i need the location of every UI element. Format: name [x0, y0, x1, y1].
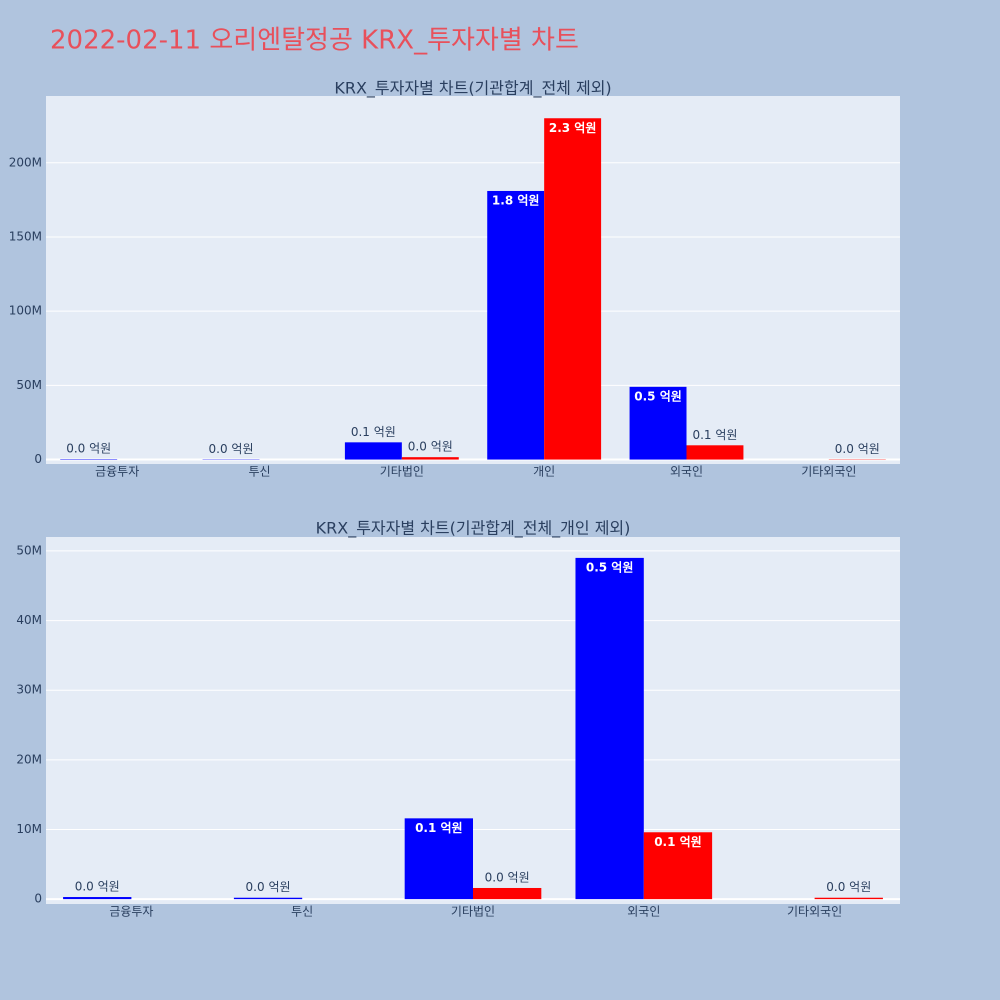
data-label: 1.8 억원	[492, 193, 540, 207]
x-tick-label: 개인	[533, 465, 555, 479]
bar	[344, 442, 402, 460]
y-tick-label: 100M	[9, 304, 42, 318]
bar	[575, 557, 644, 900]
x-tick-label: 금융투자	[109, 905, 153, 919]
plot-area	[46, 96, 900, 464]
x-tick-label: 투신	[248, 465, 270, 479]
data-label: 0.0 억원	[75, 880, 120, 894]
x-tick-label: 기타법인	[451, 905, 495, 919]
data-label: 0.5 억원	[586, 560, 634, 574]
bar	[401, 457, 459, 460]
data-label: 0.0 억원	[826, 880, 871, 894]
data-label: 0.1 억원	[692, 428, 737, 442]
y-tick-label: 40M	[16, 613, 42, 627]
x-tick-label: 금융투자	[95, 465, 139, 479]
data-label: 0.1 억원	[415, 821, 463, 835]
bar	[63, 897, 132, 900]
bar	[473, 887, 542, 900]
x-tick-label: 투신	[291, 905, 313, 919]
chart-title: KRX_투자자별 차트(기관합계_전체 제외)	[334, 79, 611, 99]
x-tick-label: 외국인	[627, 905, 660, 919]
y-tick-label: 30M	[16, 683, 42, 697]
bar	[404, 818, 473, 900]
x-tick-label: 기타외국인	[801, 465, 856, 479]
x-tick-label: 기타외국인	[787, 905, 842, 919]
data-label: 0.0 억원	[485, 870, 530, 884]
data-label: 0.0 억원	[408, 440, 453, 454]
bar	[814, 897, 883, 900]
bar	[643, 832, 713, 900]
data-label: 0.1 억원	[351, 425, 396, 439]
y-tick-label: 0	[34, 452, 42, 466]
y-tick-label: 50M	[16, 543, 42, 557]
chart-title: KRX_투자자별 차트(기관합계_전체_개인 제외)	[316, 519, 631, 539]
data-label: 0.0 억원	[209, 442, 254, 456]
y-tick-label: 50M	[16, 378, 42, 392]
data-label: 0.0 억원	[835, 442, 880, 456]
bar	[544, 118, 602, 460]
data-label: 2.3 억원	[549, 121, 597, 135]
data-label: 0.0 억원	[246, 880, 291, 894]
data-label: 0.0 억원	[66, 442, 111, 456]
data-label: 0.1 억원	[654, 835, 702, 849]
bar	[233, 897, 303, 900]
page-title: 2022-02-11 오리엔탈정공 KRX_투자자별 차트	[50, 26, 579, 56]
y-tick-label: 20M	[16, 752, 42, 766]
bar	[629, 386, 687, 460]
y-tick-label: 10M	[16, 822, 42, 836]
y-tick-label: 200M	[9, 155, 42, 169]
y-tick-label: 0	[34, 892, 42, 906]
bar	[487, 190, 545, 460]
x-tick-label: 외국인	[670, 465, 703, 479]
y-tick-label: 150M	[9, 229, 42, 243]
bar	[686, 445, 744, 460]
x-tick-label: 기타법인	[380, 465, 424, 479]
data-label: 0.5 억원	[634, 389, 682, 403]
